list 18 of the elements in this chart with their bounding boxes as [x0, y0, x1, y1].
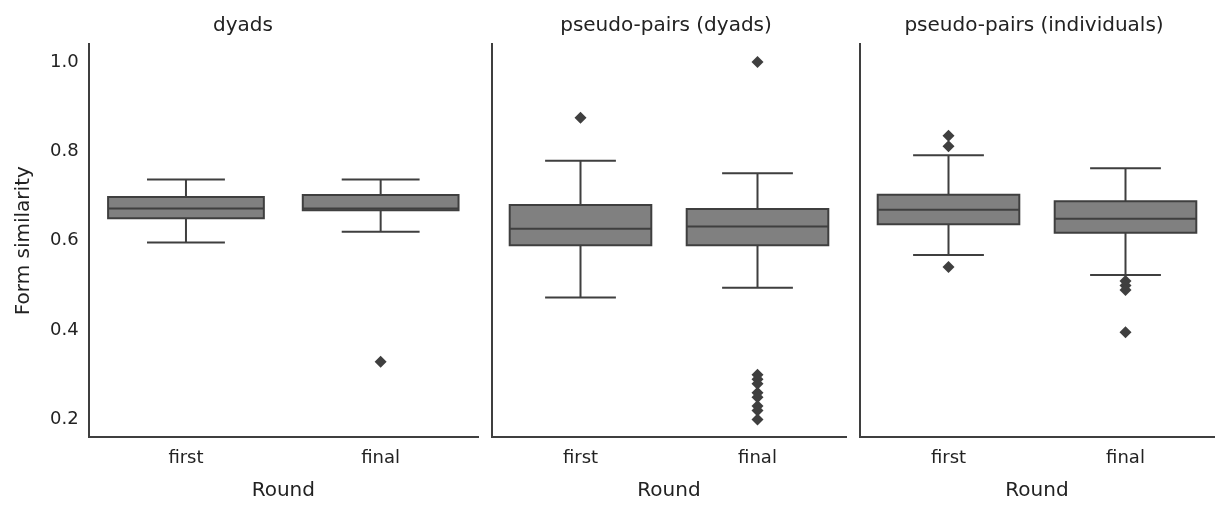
y-tick-label: 0.2 — [49, 407, 79, 429]
chart-title: pseudo-pairs (individuals) — [904, 12, 1164, 37]
y-tick-label: 0.6 — [49, 228, 79, 250]
chart-title: dyads — [213, 12, 273, 37]
y-tick-label: 1.0 — [49, 49, 79, 71]
y-tick-label: 0.8 — [49, 138, 79, 160]
y-tick-label: 0.4 — [49, 317, 79, 339]
x-axis-title: Round — [1005, 477, 1069, 502]
x-tick-label: first — [168, 445, 204, 467]
chart-title: pseudo-pairs (dyads) — [560, 12, 772, 37]
x-tick-label: first — [562, 445, 599, 467]
x-tick-label: final — [361, 445, 401, 467]
x-axis-title: Round — [251, 477, 315, 502]
x-axis-title: Round — [637, 477, 701, 502]
x-tick-label: final — [738, 445, 777, 467]
x-tick-label: final — [1106, 445, 1145, 467]
y-axis-title: Form similarity — [10, 166, 35, 316]
x-tick-label: first — [930, 445, 967, 467]
